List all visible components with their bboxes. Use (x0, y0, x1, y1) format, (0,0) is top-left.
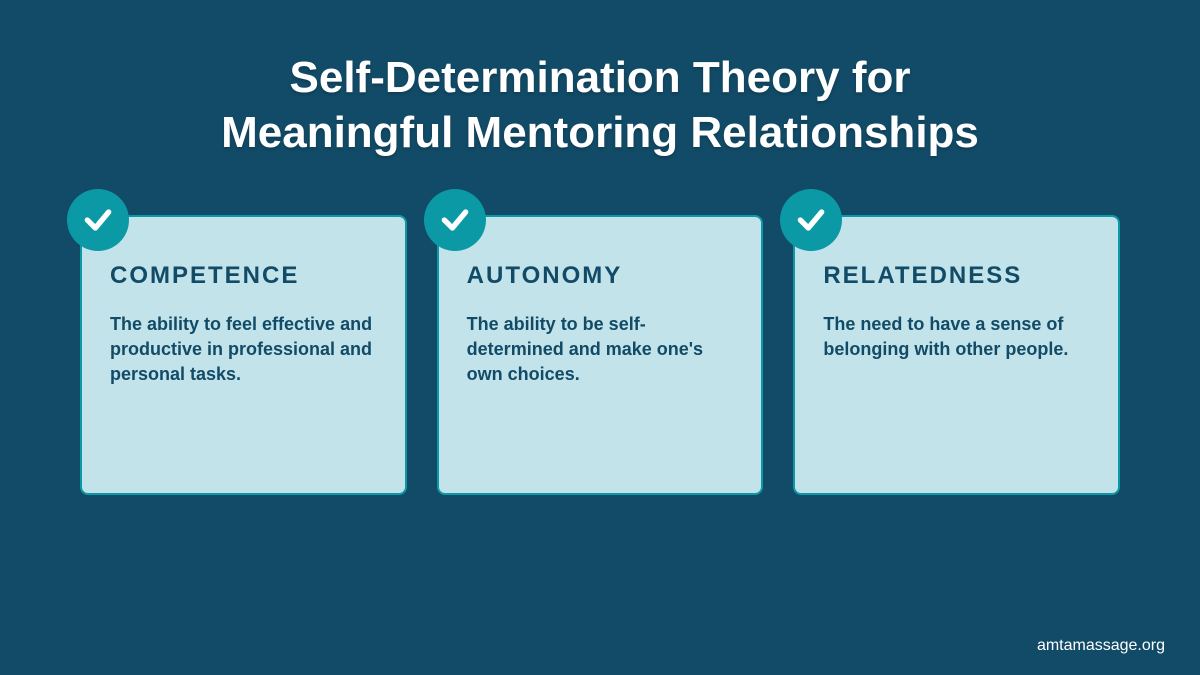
check-badge (424, 189, 486, 251)
title-line-2: Meaningful Mentoring Relationships (221, 108, 979, 157)
main-title: Self-Determination Theory for Meaningful… (60, 50, 1140, 160)
infographic-container: Self-Determination Theory for Meaningful… (0, 0, 1200, 675)
check-badge (67, 189, 129, 251)
attribution-text: amtamassage.org (1037, 637, 1165, 655)
card-heading: AUTONOMY (467, 262, 734, 290)
checkmark-icon (82, 204, 114, 236)
card-body: The ability to be self-determined and ma… (467, 312, 734, 388)
card-heading: COMPETENCE (110, 262, 377, 290)
card-body: The ability to feel effective and produc… (110, 312, 377, 388)
card-heading: RELATEDNESS (823, 262, 1090, 290)
card-relatedness: RELATEDNESS The need to have a sense of … (793, 215, 1120, 495)
cards-row: COMPETENCE The ability to feel effective… (60, 215, 1140, 645)
checkmark-icon (795, 204, 827, 236)
check-badge (780, 189, 842, 251)
title-line-1: Self-Determination Theory for (290, 53, 911, 102)
card-autonomy: AUTONOMY The ability to be self-determin… (437, 215, 764, 495)
checkmark-icon (439, 204, 471, 236)
card-competence: COMPETENCE The ability to feel effective… (80, 215, 407, 495)
card-body: The need to have a sense of belonging wi… (823, 312, 1090, 362)
